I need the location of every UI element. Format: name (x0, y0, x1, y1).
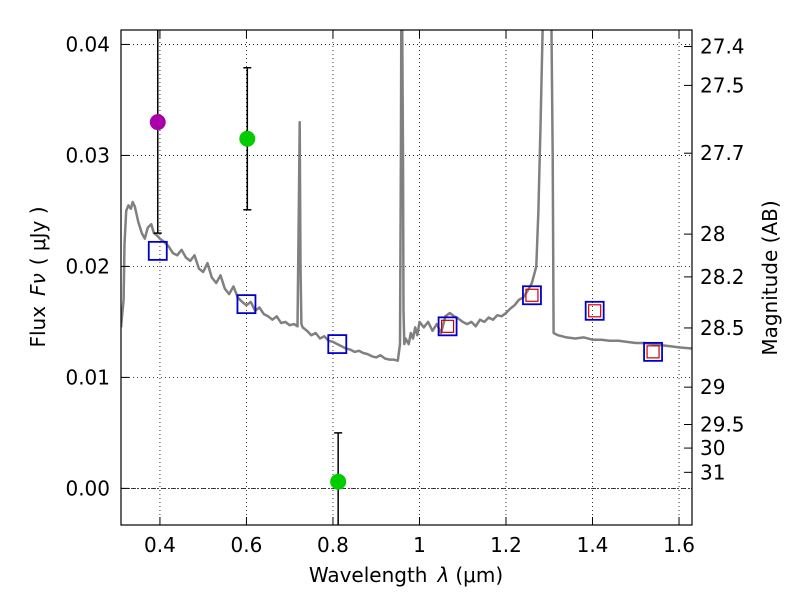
magnitude-tick-label: 27.7 (700, 141, 745, 165)
model-photometry-square (147, 240, 168, 261)
model-photometry-points (147, 240, 663, 362)
x-axis-ticks: 0.4 0.6 0.8 1 1.2 1.4 1.6 (144, 30, 695, 557)
model-photometry-square (584, 300, 605, 321)
x-tick-label: 1.2 (490, 533, 522, 557)
magnitude-tick-label: 27.5 (700, 73, 745, 97)
x-tick-label: 1.6 (663, 533, 695, 557)
magnitude-tick-label: 31 (700, 460, 725, 484)
observed-point (330, 473, 347, 490)
y-tick-label: 0.04 (65, 32, 110, 56)
model-photometry-square (327, 334, 348, 354)
x-axis-label: Wavelength λ (μm) (309, 563, 503, 587)
grid-lines (121, 30, 692, 525)
y-tick-label: 0.02 (65, 254, 110, 278)
model-photometry-square (522, 285, 542, 306)
model-photometry-square (437, 316, 458, 337)
x-tick-label: 1 (413, 533, 426, 557)
sed-model-line (121, 30, 692, 362)
observed-point (239, 130, 256, 147)
magnitude-axis-label: Magnitude (AB) (758, 200, 782, 355)
observed-photometry-points (149, 114, 347, 490)
y-axis-ticks: 0.00 0.01 0.02 0.03 0.04 (65, 32, 129, 500)
y-tick-label: 0.00 (65, 476, 110, 500)
magnitude-tick-label: 28.2 (700, 265, 745, 289)
x-tick-label: 0.8 (317, 533, 349, 557)
magnitude-tick-label: 29 (700, 375, 725, 399)
model-photometry-square (236, 294, 257, 315)
magnitude-tick-label: 29.5 (700, 413, 745, 437)
magnitude-tick-label: 27.4 (700, 35, 745, 59)
plot-frame (120, 29, 693, 526)
model-photometry-inner-square (440, 319, 455, 333)
y-tick-label: 0.01 (65, 365, 110, 389)
sed-model-curve (121, 30, 692, 362)
magnitude-tick-label: 28.5 (700, 316, 745, 340)
magnitude-tick-label: 30 (700, 436, 725, 460)
observed-point (149, 114, 166, 131)
y-tick-label: 0.03 (65, 143, 110, 167)
model-photometry-square (643, 341, 663, 362)
x-tick-label: 0.4 (144, 533, 176, 557)
model-photometry-inner-square (588, 304, 602, 318)
model-photometry-inner-square (525, 288, 539, 302)
magnitude-tick-label: 28 (700, 222, 725, 246)
x-tick-label: 0.6 (231, 533, 263, 557)
observed-error-bars (153, 30, 343, 525)
x-tick-label: 1.4 (577, 533, 609, 557)
model-photometry-inner-square (646, 345, 660, 359)
y-axis-label: FluxFν( μJy ) (26, 206, 50, 347)
